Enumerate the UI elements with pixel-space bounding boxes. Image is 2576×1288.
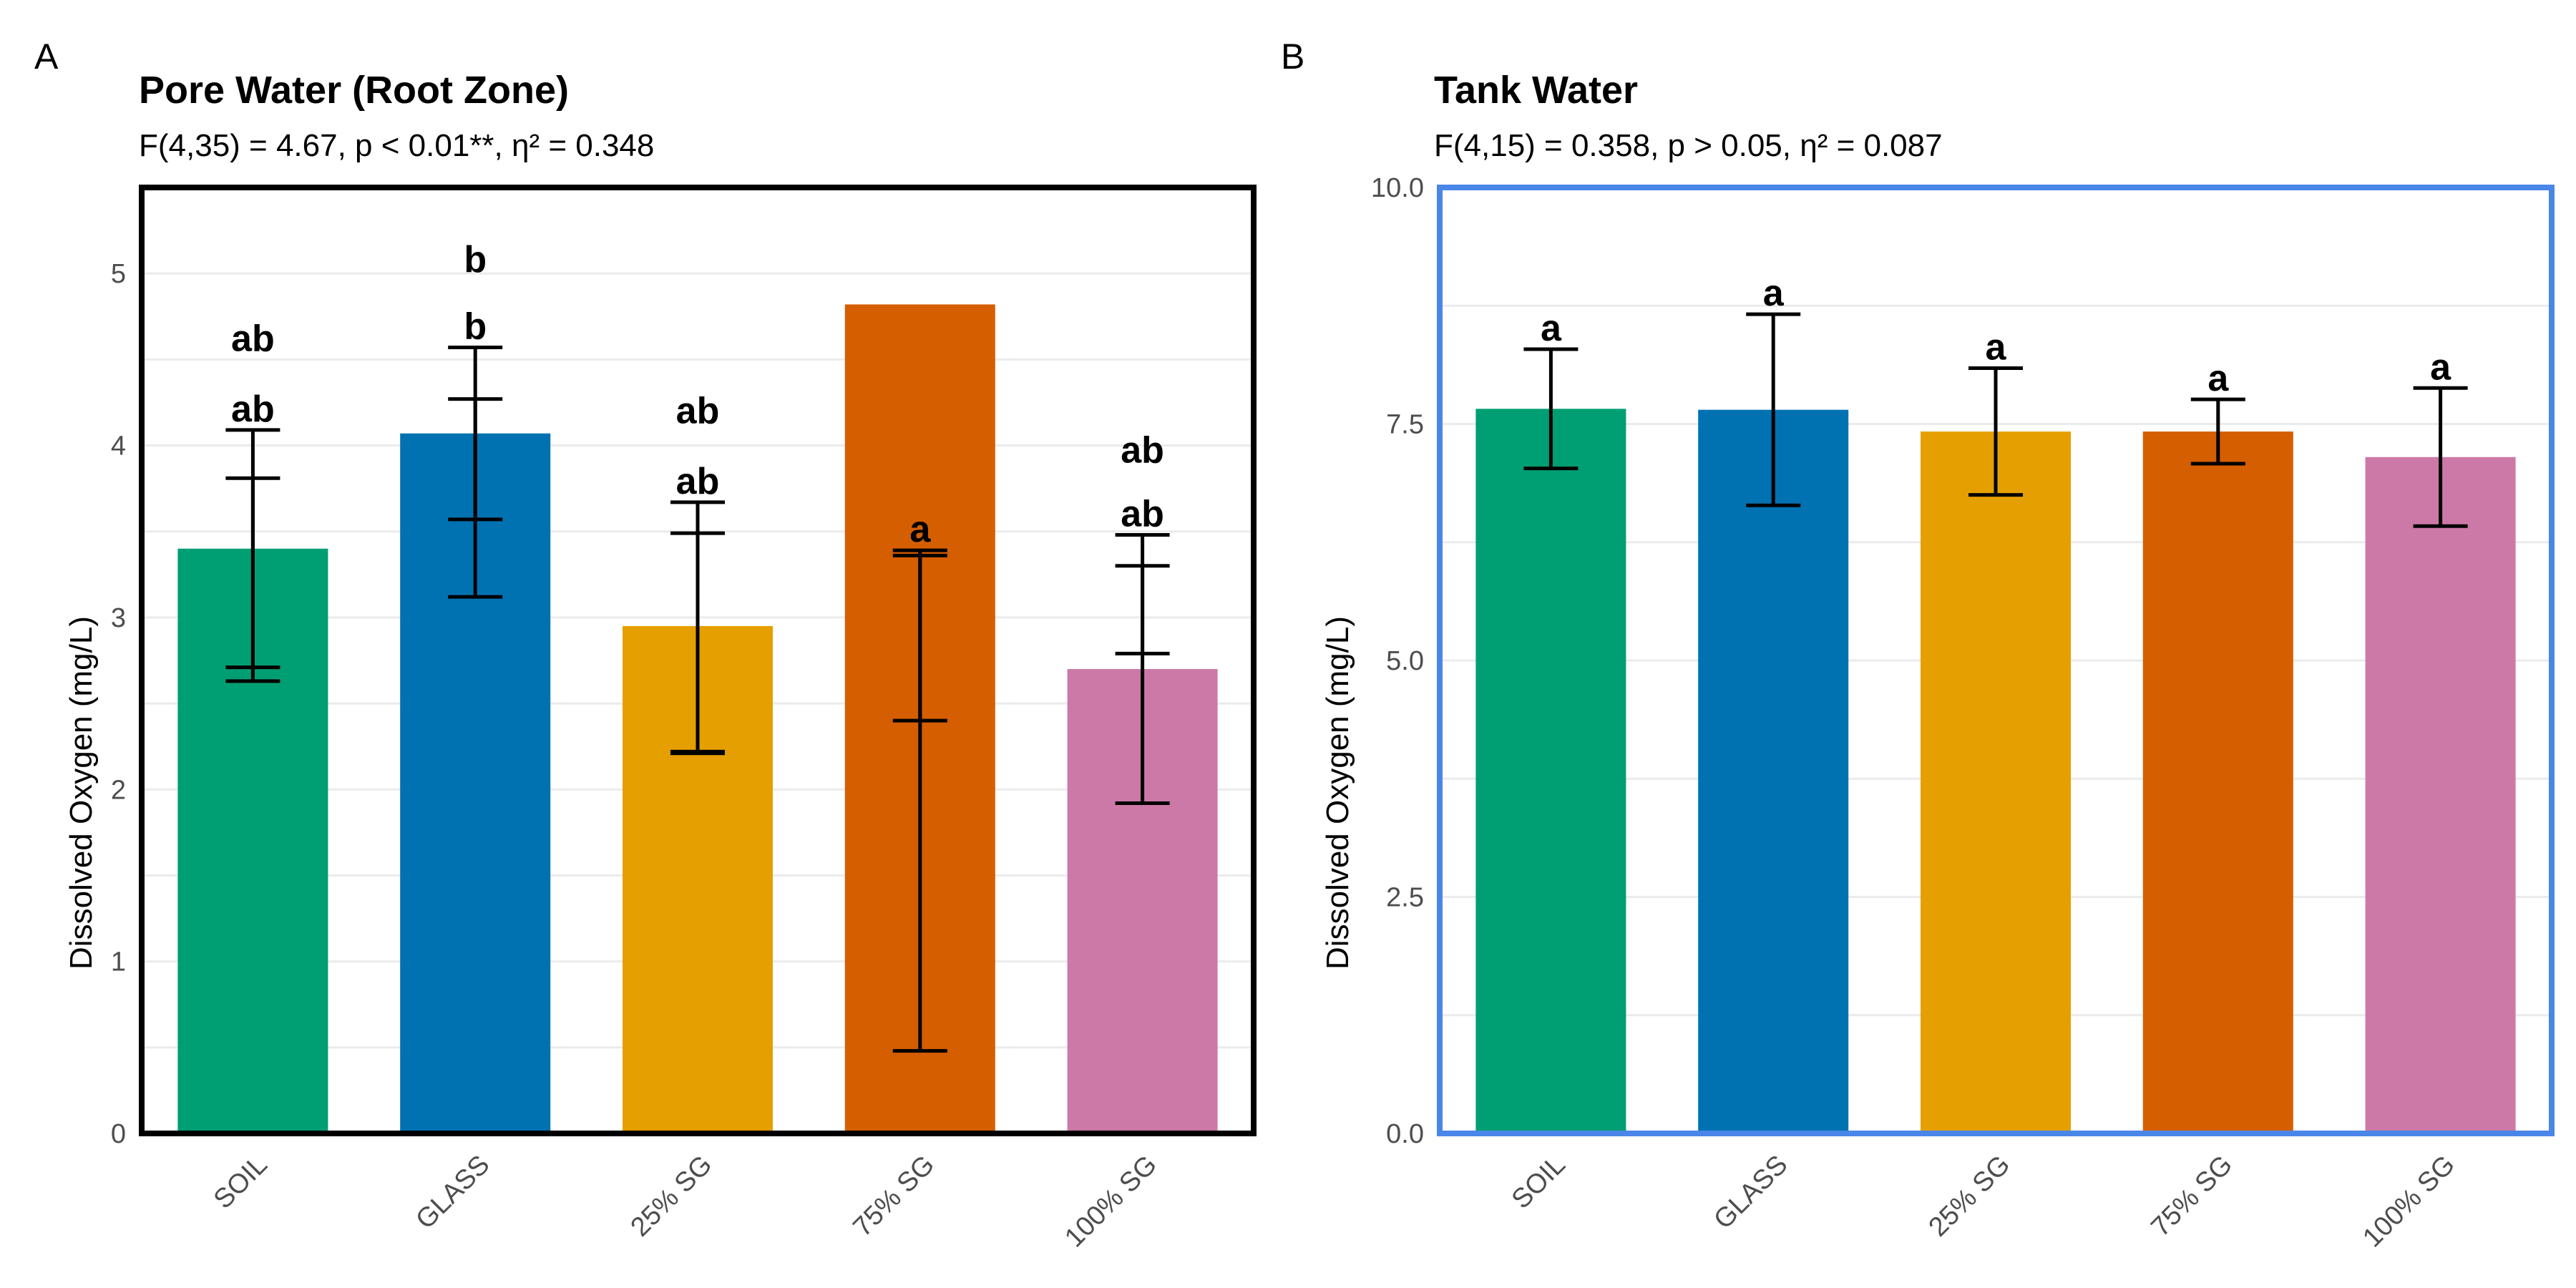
y-tick-label: 0 bbox=[111, 1119, 126, 1149]
significance-letter: a bbox=[1541, 308, 1562, 349]
bar bbox=[1921, 431, 2071, 1133]
significance-letter: a bbox=[1986, 327, 2007, 369]
y-tick-label: 5.0 bbox=[1386, 646, 1424, 676]
significance-letter: b bbox=[464, 239, 487, 280]
panel-b: B Tank Water F(4,15) = 0.358, p > 0.05, … bbox=[1281, 36, 2555, 1253]
bar bbox=[2365, 457, 2516, 1133]
chart-subtitle: F(4,35) = 4.67, p < 0.01**, η² = 0.348 bbox=[139, 128, 654, 163]
significance-letter: ab bbox=[1121, 430, 1164, 472]
significance-letter: a bbox=[1763, 273, 1785, 314]
y-tick-label: 7.5 bbox=[1386, 410, 1424, 440]
significance-letter: a bbox=[2430, 346, 2451, 388]
chart-subtitle: F(4,15) = 0.358, p > 0.05, η² = 0.087 bbox=[1434, 128, 1943, 163]
panel-tag: B bbox=[1281, 36, 1304, 77]
y-tick-label: 3 bbox=[111, 603, 126, 633]
significance-letter: a bbox=[2207, 358, 2229, 399]
y-tick-label: 5 bbox=[111, 259, 126, 289]
y-tick-label: 10.0 bbox=[1371, 173, 1424, 203]
y-tick-label: 4 bbox=[111, 431, 126, 462]
y-axis-label: Dissolved Oxygen (mg/L) bbox=[1320, 616, 1355, 970]
bar bbox=[1698, 409, 1849, 1133]
significance-letter: ab bbox=[231, 318, 275, 359]
significance-letter: a bbox=[909, 509, 931, 550]
chart-title: Tank Water bbox=[1434, 69, 1638, 112]
y-tick-label: 1 bbox=[111, 947, 126, 977]
significance-letter: ab bbox=[676, 390, 720, 431]
significance-letter: ab bbox=[1121, 494, 1164, 535]
y-axis-label: Dissolved Oxygen (mg/L) bbox=[64, 616, 99, 970]
y-tick-label: 2 bbox=[111, 775, 126, 805]
bar bbox=[2142, 431, 2293, 1133]
significance-letter: ab bbox=[676, 461, 720, 502]
panel-tag: A bbox=[34, 36, 59, 77]
significance-letter: b bbox=[464, 306, 487, 348]
significance-letter: ab bbox=[231, 389, 275, 430]
bar bbox=[1475, 409, 1626, 1133]
significance-letter: a bbox=[909, 509, 931, 550]
y-tick-label: 2.5 bbox=[1386, 883, 1424, 913]
y-tick-label: 0.0 bbox=[1386, 1119, 1424, 1149]
chart-title: Pore Water (Root Zone) bbox=[139, 69, 569, 112]
